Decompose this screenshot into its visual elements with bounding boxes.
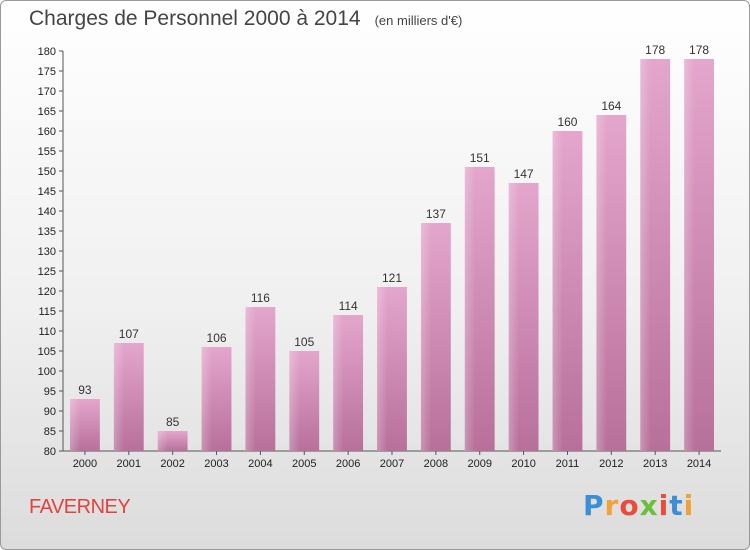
bar-highlight (289, 351, 300, 451)
y-tick-label: 175 (38, 66, 56, 78)
y-tick-label: 120 (38, 286, 56, 298)
bar-highlight (508, 183, 520, 451)
y-tick-label: 115 (38, 306, 56, 318)
chart-title: Charges de Personnel 2000 à 2014 (en mill… (29, 7, 462, 31)
x-tick-label: 2012 (599, 458, 623, 470)
logo-letter: t (669, 489, 684, 522)
bar-value-label: 178 (645, 43, 665, 57)
y-tick-label: 130 (38, 246, 56, 258)
y-tick-label: 125 (38, 266, 56, 278)
bar-highlight (70, 399, 81, 451)
bar-highlight (464, 167, 476, 451)
bar-value-label: 178 (689, 43, 709, 57)
bar-value-label: 160 (557, 115, 577, 129)
logo-letter: i (658, 489, 670, 522)
y-tick-label: 100 (38, 366, 56, 378)
y-tick-label: 150 (38, 166, 56, 178)
x-tick-label: 2003 (204, 458, 228, 470)
x-tick-label: 2006 (336, 458, 360, 470)
y-tick-label: 95 (44, 386, 56, 398)
proxiti-logo: Proxiti (583, 489, 694, 522)
bar-highlight (245, 307, 256, 451)
bar-highlight (684, 59, 695, 451)
bar-value-label: 164 (601, 99, 621, 113)
bar-highlight (420, 223, 432, 451)
bar-value-label: 121 (382, 271, 402, 285)
bar-highlight (640, 59, 651, 451)
logo-letter: P (583, 489, 605, 522)
y-tick-label: 105 (38, 346, 56, 358)
logo-letter: x (639, 489, 659, 522)
y-tick-label: 110 (38, 326, 56, 338)
x-tick-label: 2005 (292, 458, 316, 470)
bar-highlight (157, 431, 169, 451)
bar-highlight (201, 347, 213, 451)
bar-value-label: 106 (207, 331, 227, 345)
bar-value-label: 116 (251, 291, 270, 305)
y-tick-label: 155 (38, 146, 56, 158)
y-tick-label: 160 (38, 126, 56, 138)
bar-value-label: 137 (426, 207, 446, 221)
bar-value-label: 114 (339, 299, 358, 313)
bar-value-label: 107 (119, 327, 139, 341)
bar-value-label: 105 (294, 335, 314, 349)
bar-highlight (596, 115, 607, 451)
town-name: FAVERNEY (29, 496, 131, 518)
bar-highlight (377, 287, 388, 451)
x-tick-label: 2007 (380, 458, 404, 470)
bar-highlight (113, 343, 125, 451)
y-tick-label: 170 (38, 86, 56, 98)
y-tick-label: 90 (44, 406, 56, 418)
chart-title-text: Charges de Personnel 2000 à 2014 (29, 7, 361, 30)
y-tick-label: 180 (38, 46, 56, 58)
bar-value-label: 151 (470, 151, 490, 165)
y-tick-label: 145 (38, 186, 56, 198)
x-tick-label: 2010 (511, 458, 535, 470)
y-tick-label: 80 (44, 446, 56, 458)
bar-highlight (552, 131, 563, 451)
bar-highlight (333, 315, 344, 451)
y-tick-label: 140 (38, 206, 56, 218)
x-tick-label: 2014 (687, 458, 711, 470)
x-tick-label: 2011 (556, 458, 580, 470)
y-tick-label: 135 (38, 226, 56, 238)
y-tick-label: 165 (38, 106, 56, 118)
bar-value-label: 147 (514, 167, 534, 181)
x-tick-label: 2013 (643, 458, 667, 470)
x-tick-label: 2000 (73, 458, 97, 470)
x-tick-label: 2008 (424, 458, 448, 470)
x-tick-label: 2001 (117, 458, 141, 470)
logo-letter: r (604, 489, 620, 522)
logo-letter: o (619, 489, 640, 522)
logo-letter: i (683, 489, 695, 522)
x-tick-label: 2009 (467, 458, 491, 470)
bar-value-label: 85 (166, 415, 180, 429)
x-tick-label: 2004 (248, 458, 272, 470)
y-tick-label: 85 (44, 426, 56, 438)
chart-subtitle: (en milliers d'€) (374, 13, 463, 28)
x-tick-label: 2002 (160, 458, 184, 470)
bar-value-label: 93 (78, 383, 92, 397)
